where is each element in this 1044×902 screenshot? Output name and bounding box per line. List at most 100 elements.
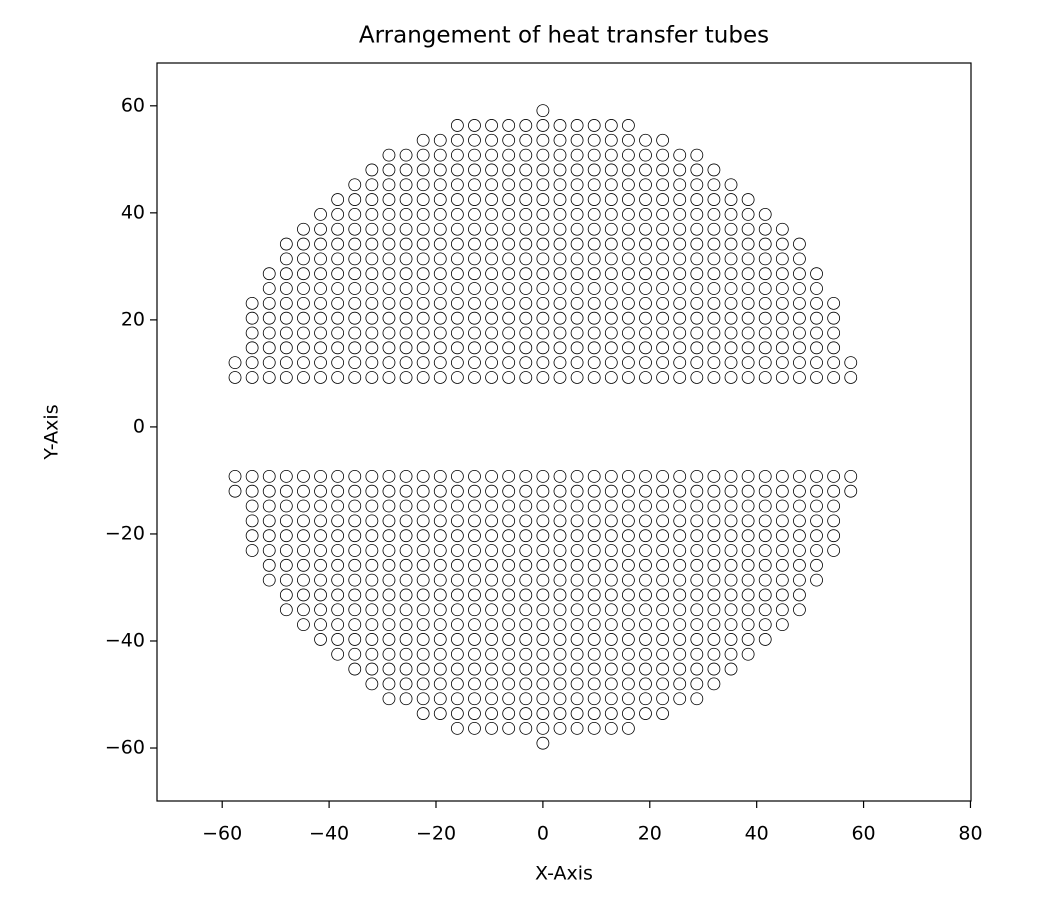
- tube-point: [536, 588, 550, 602]
- tube-point: [331, 267, 345, 281]
- tube-point: [622, 603, 635, 617]
- tube-point: [485, 222, 498, 236]
- tube-point: [536, 163, 550, 177]
- tube-point: [348, 544, 362, 557]
- tube-point: [279, 296, 293, 310]
- tube-point: [365, 282, 379, 295]
- tube-point: [331, 193, 345, 206]
- tube-point: [382, 662, 396, 676]
- tube-point: [690, 588, 704, 602]
- tube-point: [536, 662, 550, 676]
- tube-point: [707, 193, 721, 206]
- tube-point: [450, 356, 464, 370]
- tube-point: [604, 193, 618, 206]
- tube-point: [536, 707, 550, 720]
- tube-point: [570, 469, 584, 483]
- tube-point: [673, 558, 687, 572]
- tube-point: [536, 311, 550, 325]
- tube-point: [536, 267, 550, 281]
- tube-point: [587, 163, 601, 177]
- tube-point: [587, 618, 601, 632]
- tube-point: [604, 163, 618, 177]
- tube-point: [758, 544, 772, 557]
- tube-point: [690, 207, 704, 221]
- tube-point: [810, 544, 823, 557]
- tube-point: [758, 469, 772, 483]
- tube-point: [673, 178, 687, 192]
- tube-point: [622, 677, 635, 691]
- tube-point: [570, 371, 584, 384]
- tube-point: [365, 514, 379, 528]
- tube-point: [810, 499, 823, 513]
- tube-point: [656, 207, 670, 221]
- tube-point: [639, 573, 652, 587]
- tube-point: [639, 148, 652, 162]
- tube-point: [827, 529, 841, 543]
- tube-point: [673, 252, 687, 266]
- tube-point: [468, 692, 481, 706]
- tube-point: [502, 237, 516, 251]
- tube-point: [536, 558, 550, 572]
- tube-point: [485, 237, 498, 251]
- tube-point: [758, 603, 772, 617]
- tube-point: [604, 148, 618, 162]
- tube-point: [416, 371, 430, 384]
- tube-point: [673, 588, 687, 602]
- x-tick-label: 60: [851, 823, 875, 845]
- tube-point: [604, 484, 618, 498]
- tube-point: [810, 573, 823, 587]
- tube-point: [502, 721, 516, 735]
- tube-point: [365, 603, 379, 617]
- tube-point: [570, 573, 584, 587]
- tube-point: [279, 311, 293, 325]
- tube-point: [382, 499, 396, 513]
- tube-point: [724, 544, 738, 557]
- tube-point: [758, 558, 772, 572]
- tube-point: [587, 721, 601, 735]
- tube-point: [553, 588, 567, 602]
- tube-point: [279, 499, 293, 513]
- tube-point: [297, 341, 310, 355]
- tube-point: [570, 267, 584, 281]
- tube-point: [279, 267, 293, 281]
- tube-point: [587, 133, 601, 147]
- tube-point: [775, 588, 789, 602]
- tube-point: [450, 119, 464, 132]
- tube-point: [793, 296, 806, 310]
- tube-point: [604, 677, 618, 691]
- tube-point: [793, 326, 806, 340]
- tube-point: [297, 514, 310, 528]
- tube-point: [331, 341, 345, 355]
- tube-point: [331, 296, 345, 310]
- tube-point: [262, 529, 276, 543]
- tube-point: [673, 341, 687, 355]
- tube-point: [639, 484, 652, 498]
- tube-point: [331, 484, 345, 498]
- tube-point: [690, 647, 704, 661]
- tube-point: [433, 588, 447, 602]
- tube-point: [468, 588, 481, 602]
- tube-point: [416, 341, 430, 355]
- tube-point: [570, 326, 584, 340]
- tube-point: [553, 178, 567, 192]
- tube-point: [279, 356, 293, 370]
- tube-point: [758, 237, 772, 251]
- tube-point: [331, 603, 345, 617]
- tube-point: [433, 193, 447, 206]
- tube-point: [604, 371, 618, 384]
- tube-point: [279, 341, 293, 355]
- tube-point: [656, 371, 670, 384]
- tube-point: [297, 267, 310, 281]
- tube-point: [622, 633, 635, 646]
- tube-point: [553, 282, 567, 295]
- tube-point: [536, 514, 550, 528]
- tube-point: [348, 341, 362, 355]
- tube-point: [741, 633, 755, 646]
- tube-point: [656, 193, 670, 206]
- tube-point: [622, 178, 635, 192]
- tube-point: [399, 296, 413, 310]
- tube-point: [382, 237, 396, 251]
- tube-point: [468, 618, 481, 632]
- tube-point: [553, 311, 567, 325]
- tube-point: [793, 603, 806, 617]
